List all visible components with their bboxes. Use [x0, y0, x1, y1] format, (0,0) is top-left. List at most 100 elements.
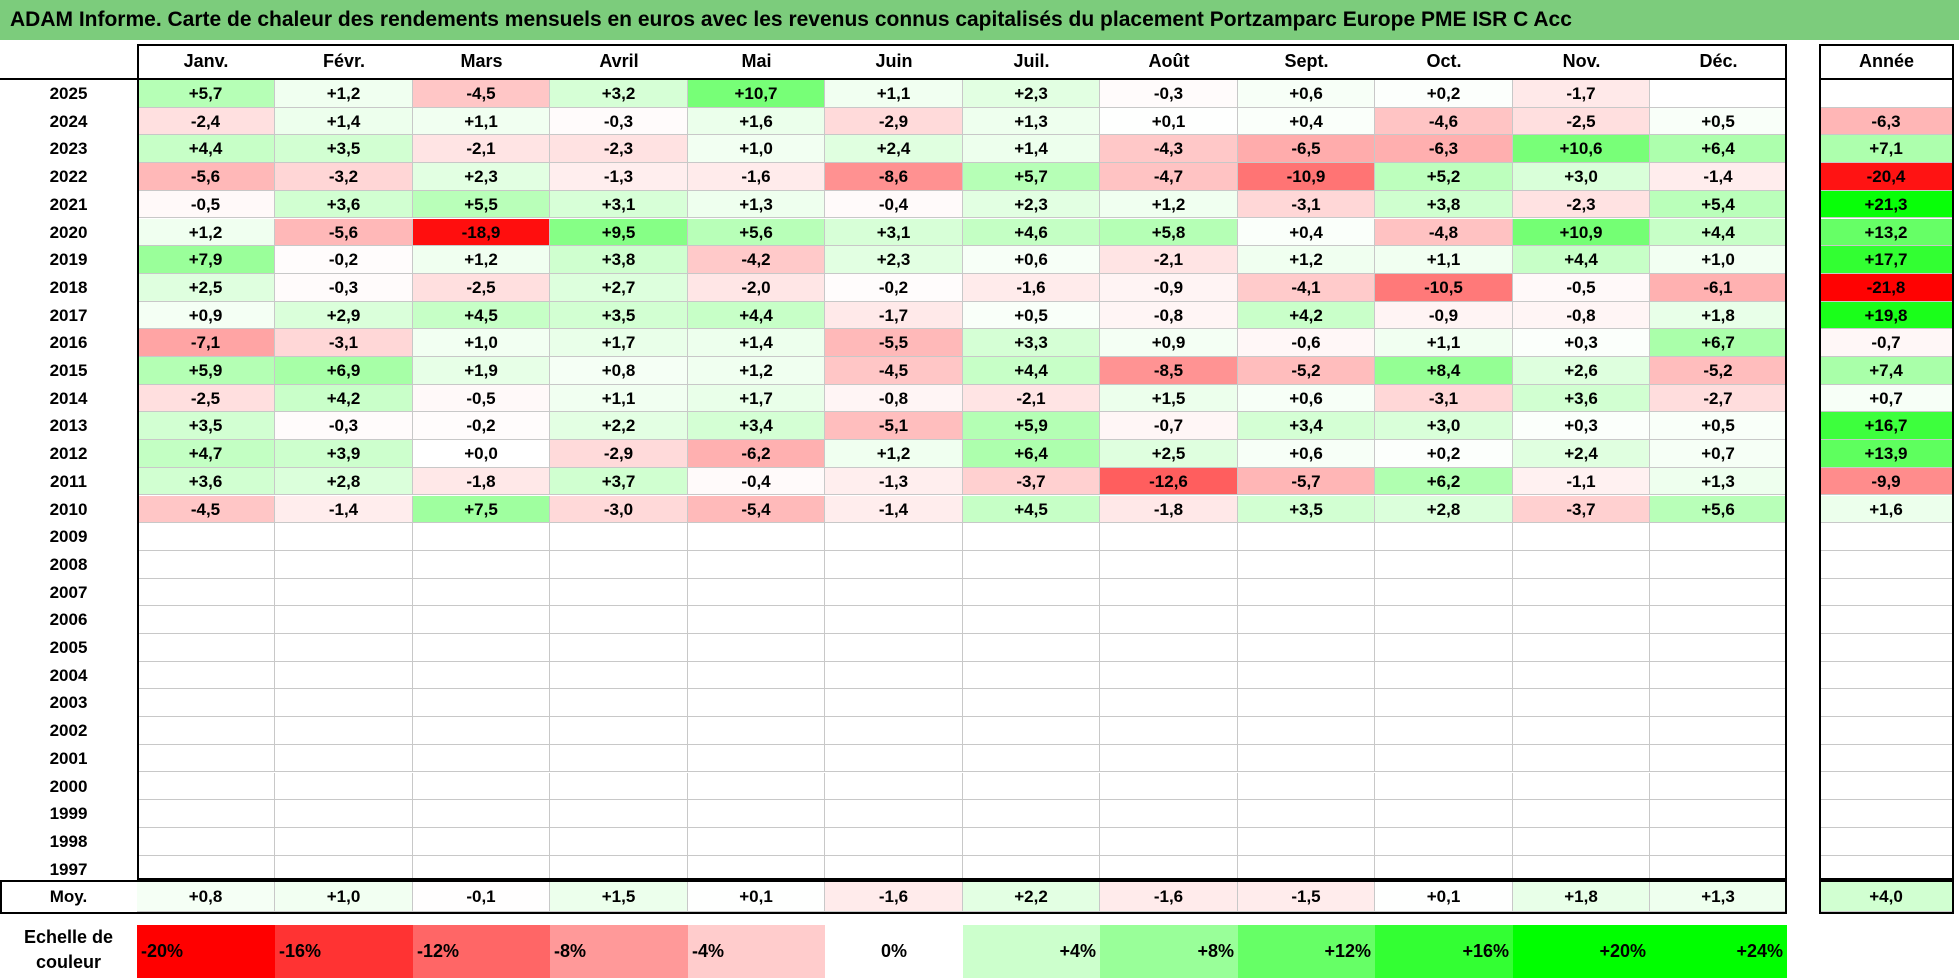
- heat-cell: -18,9: [413, 218, 550, 247]
- heat-cell: -0,3: [1100, 80, 1238, 108]
- heat-cell: -5,2: [1238, 357, 1375, 385]
- heat-cell: [1650, 744, 1787, 773]
- heat-cell: -0,9: [1375, 301, 1513, 330]
- heat-cell: +4,2: [275, 384, 413, 413]
- heat-cell: -0,9: [1100, 273, 1238, 302]
- heat-cell: +7,9: [137, 246, 275, 274]
- heat-cell: -0,3: [275, 273, 413, 302]
- heat-cell: +1,1: [413, 107, 550, 136]
- heat-cell: +2,5: [1100, 440, 1238, 468]
- heat-cell: +4,4: [963, 357, 1100, 385]
- heat-cell: [688, 827, 825, 856]
- heat-cell: -0,3: [550, 107, 688, 136]
- heat-cell: [963, 606, 1100, 634]
- annual-cell: [1819, 772, 1954, 801]
- heat-cell: [550, 744, 688, 773]
- heat-cell: +6,7: [1650, 329, 1787, 357]
- heat-cell: +10,6: [1513, 135, 1650, 164]
- scale-swatch: +24%: [1650, 925, 1787, 978]
- heat-cell: +4,4: [137, 135, 275, 164]
- heat-cell: -0,8: [825, 384, 963, 413]
- annual-cell: [1819, 550, 1954, 579]
- heat-cell: [1100, 855, 1238, 884]
- heat-cell: [413, 717, 550, 745]
- heat-cell: +1,3: [963, 107, 1100, 136]
- heat-cell: +1,4: [963, 135, 1100, 164]
- annual-cell: [1819, 523, 1954, 551]
- heat-cell: -2,9: [550, 440, 688, 468]
- heat-cell: [1375, 800, 1513, 828]
- heat-cell: [1650, 578, 1787, 607]
- heat-cell: -5,2: [1650, 357, 1787, 385]
- average-cell: +0,8: [137, 882, 275, 912]
- average-cell: +0,1: [688, 882, 825, 912]
- heat-cell: [1100, 744, 1238, 773]
- heat-cell: [825, 744, 963, 773]
- heat-cell: -4,3: [1100, 135, 1238, 164]
- heat-cell: +2,3: [825, 246, 963, 274]
- heat-cell: [963, 744, 1100, 773]
- heat-cell: [1100, 606, 1238, 634]
- heat-cell: [550, 550, 688, 579]
- heat-cell: +5,5: [413, 190, 550, 219]
- heat-cell: [413, 689, 550, 718]
- annual-cell: [1819, 80, 1954, 108]
- heat-cell: [688, 689, 825, 718]
- average-cell: +1,3: [1650, 882, 1787, 912]
- heat-cell: +4,6: [963, 218, 1100, 247]
- heat-cell: -8,5: [1100, 357, 1238, 385]
- heat-cell: +3,0: [1513, 163, 1650, 191]
- heat-cell: -3,0: [550, 495, 688, 524]
- annual-cell: [1819, 689, 1954, 718]
- heat-cell: [825, 689, 963, 718]
- heat-cell: +7,5: [413, 495, 550, 524]
- average-label: Moy.: [49, 887, 88, 906]
- heat-cell: +3,6: [1513, 384, 1650, 413]
- heat-cell: +8,4: [1375, 357, 1513, 385]
- year-label: 2009: [49, 527, 88, 547]
- heat-cell: +1,7: [550, 329, 688, 357]
- annual-cell: +19,8: [1819, 301, 1954, 330]
- heat-cell: [825, 800, 963, 828]
- annual-cell: [1819, 606, 1954, 634]
- heat-cell: [1513, 606, 1650, 634]
- heat-cell: +1,2: [825, 440, 963, 468]
- heat-cell: [1375, 523, 1513, 551]
- heat-cell: +4,2: [1238, 301, 1375, 330]
- heat-cell: [688, 744, 825, 773]
- heat-cell: [550, 827, 688, 856]
- heat-cell: [963, 634, 1100, 662]
- month-header: Mai: [741, 51, 772, 71]
- heat-cell: [413, 827, 550, 856]
- heat-cell: +1,0: [1650, 246, 1787, 274]
- heat-cell: [688, 634, 825, 662]
- heat-cell: -1,6: [688, 163, 825, 191]
- heat-cell: [1100, 550, 1238, 579]
- heat-cell: -6,3: [1375, 135, 1513, 164]
- heat-cell: -1,6: [963, 273, 1100, 302]
- heat-cell: +1,4: [275, 107, 413, 136]
- heat-cell: [1375, 634, 1513, 662]
- heat-cell: +5,9: [137, 357, 275, 385]
- heat-cell: [1513, 550, 1650, 579]
- heat-cell: [1238, 772, 1375, 801]
- heat-cell: +2,8: [275, 467, 413, 496]
- year-label: 2004: [49, 665, 88, 685]
- heat-cell: +1,1: [550, 384, 688, 413]
- heat-cell: [1513, 772, 1650, 801]
- heat-cell: -4,1: [1238, 273, 1375, 302]
- heat-cell: +10,9: [1513, 218, 1650, 247]
- heat-cell: +1,0: [688, 135, 825, 164]
- heat-cell: [1375, 689, 1513, 718]
- scale-label: Echelle de couleur: [23, 927, 114, 972]
- scale-swatch: -20%: [137, 925, 275, 978]
- heat-cell: +6,2: [1375, 467, 1513, 496]
- heat-cell: [688, 550, 825, 579]
- heat-cell: -2,5: [1513, 107, 1650, 136]
- heat-cell: [550, 634, 688, 662]
- heat-cell: -2,1: [413, 135, 550, 164]
- year-label: 2019: [49, 250, 88, 270]
- heat-cell: [963, 578, 1100, 607]
- year-label: 2025: [49, 84, 88, 103]
- heat-cell: +3,3: [963, 329, 1100, 357]
